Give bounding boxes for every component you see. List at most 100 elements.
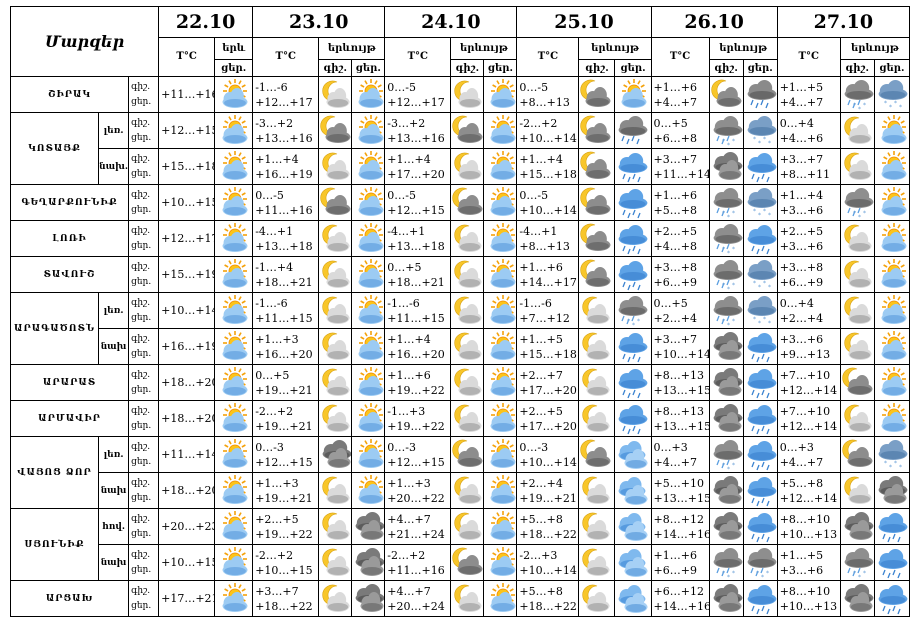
rain-icon [742, 328, 778, 365]
partly-cloudy-night-icon [318, 76, 353, 113]
night-temp: -4…+1 [387, 224, 426, 238]
partly-cloudy-night-icon [318, 508, 353, 545]
temperature-cell: +12…+17 [158, 220, 216, 257]
cloudy-night-icon [578, 184, 616, 221]
snow-icon: * * * * [742, 292, 778, 329]
partly-sunny-icon [351, 364, 386, 401]
partly-sunny-icon [351, 400, 386, 437]
dark-clouds-icon [708, 580, 744, 617]
temperature-cell: +18…+20 [158, 400, 216, 437]
cloudy-night-icon [578, 256, 616, 293]
day-header: ցեր. [214, 59, 254, 77]
day-temp: +13…+18 [387, 239, 445, 253]
dark-clouds-icon [318, 436, 353, 473]
partly-cloudy-night-icon [578, 508, 616, 545]
partly-sunny-icon [351, 220, 386, 257]
night-temp: +5…+8 [779, 476, 824, 490]
svg-text:*: * [732, 246, 735, 253]
partly-sunny-icon [214, 148, 254, 185]
partly-sunny-icon [214, 220, 254, 257]
temperature-cell: +1…+6 +6…+9 [650, 544, 710, 581]
day-temp: +10…+14 [519, 455, 577, 469]
day-temp: +15…+18 [519, 167, 577, 181]
svg-text:*: * [763, 316, 766, 323]
temp-header: T°C [650, 37, 710, 77]
region-name: ԳԵՂԱՐՔՈՒՆԻՔ [9, 184, 130, 221]
temperature-cell: +3…+7 +8…+11 [776, 148, 841, 185]
rain-icon [742, 400, 778, 437]
rain-icon [742, 148, 778, 185]
temperature-cell: 0…+5 +2…+4 [650, 292, 710, 329]
day-temp: +14…+17 [519, 275, 577, 289]
temperature-cell: +1…+6 +5…+8 [650, 184, 710, 221]
temperature-cell: +2…+7 +17…+20 [516, 364, 580, 401]
day-temp: +4…+7 [779, 95, 824, 109]
day-temp: +11…+15 [387, 311, 445, 325]
day-temp: +11…+16 [161, 88, 215, 101]
temperature-cell: 0…+3 +4…+7 [776, 436, 841, 473]
partly-sunny-icon [483, 472, 518, 509]
temperature-cell: +11…+14 [158, 436, 216, 473]
partly-cloudy-night-icon [450, 148, 485, 185]
time-labels: գիշ. ցեր. [128, 256, 160, 293]
temperature-cell: +3…+6 +9…+13 [776, 328, 841, 365]
partly-sunny-icon [873, 184, 911, 221]
day-temp: +10…+15 [161, 556, 215, 569]
time-labels: գիշ. ցեր. [128, 292, 160, 329]
night-temp: +3…+7 [255, 584, 299, 598]
night-temp: +3…+6 [779, 332, 824, 346]
time-labels: գիշ. ցեր. [128, 76, 160, 113]
svg-text:*: * [722, 282, 725, 289]
night-temp: 0…+5 [653, 116, 688, 130]
temperature-cell: +15…+18 [158, 148, 216, 185]
partly-sunny-icon [614, 76, 652, 113]
region-row: ԼՈՌԻ գիշ. ցեր. +12…+17 -4…+1 +13…+18 -4…+1 +13…… [9, 220, 911, 257]
svg-text:*: * [863, 102, 866, 109]
day-header: ցեր. [873, 59, 911, 77]
night-temp: +5…+10 [653, 476, 704, 490]
dark-clouds-icon [708, 472, 744, 509]
time-labels: գիշ. ցեր. [128, 436, 160, 473]
sleet-icon: * * * [839, 544, 875, 581]
partly-cloudy-night-icon [839, 112, 875, 149]
partly-sunny-icon [483, 400, 518, 437]
partly-cloudy-night-icon [318, 292, 353, 329]
svg-text:*: * [722, 210, 725, 217]
day-temp: +15…+18 [519, 347, 577, 361]
day-temp: +8…+11 [779, 167, 831, 181]
time-labels: գիշ. ցեր. [128, 112, 160, 149]
region-row: ՍՅՈՒՆԻՔ հով. գիշ. ցեր. +20…+23 +2…+5 +19…+22 +4… [9, 508, 911, 581]
day-temp: +17…+20 [519, 419, 577, 433]
svg-text:*: * [763, 280, 766, 287]
day-temp: +12…+17 [387, 95, 445, 109]
temperature-cell: 0…-3 +10…+14 [516, 436, 580, 473]
partly-sunny-icon [351, 472, 386, 509]
svg-text:*: * [753, 208, 756, 215]
temperature-cell: +5…+10 +13…+15 [650, 472, 710, 509]
day-temp: +8…+13 [519, 95, 570, 109]
date-header: 23.10 [252, 6, 386, 38]
partly-cloudy-night-icon [578, 292, 616, 329]
day-temp: +12…+14 [779, 491, 838, 505]
temperature-cell: -3…+2 +13…+16 [384, 112, 452, 149]
night-temp: 0…-5 [387, 188, 417, 202]
day-temp: +12…+15 [387, 203, 445, 217]
night-temp: +7…+10 [779, 368, 831, 382]
day-temp: +4…+8 [653, 239, 697, 253]
partly-sunny-icon [483, 508, 518, 545]
svg-text:*: * [899, 104, 902, 111]
day-temp: +10…+14 [519, 203, 577, 217]
region-row: նախ գիշ. ցեր. +18…+20 +1…+3 +19…+21 +1…+3 +20…+… [11, 472, 911, 509]
subregion-label: լեռ. [98, 436, 130, 473]
day-temp: +14…+16 [653, 527, 710, 541]
snow-icon: * * * * [873, 76, 911, 113]
subregion-label: հով. [98, 508, 130, 545]
temperature-cell: +16…+19 [158, 328, 216, 365]
day-temp: +20…+24 [387, 599, 445, 613]
night-temp: +1…+3 [387, 476, 431, 490]
region-name: ԱՐՑԱԽ [9, 580, 130, 617]
day-temp: +7…+12 [519, 311, 570, 325]
day-temp: +12…+15 [387, 455, 445, 469]
day-temp: +10…+13 [779, 527, 838, 541]
day-temp: +18…+22 [519, 599, 577, 613]
